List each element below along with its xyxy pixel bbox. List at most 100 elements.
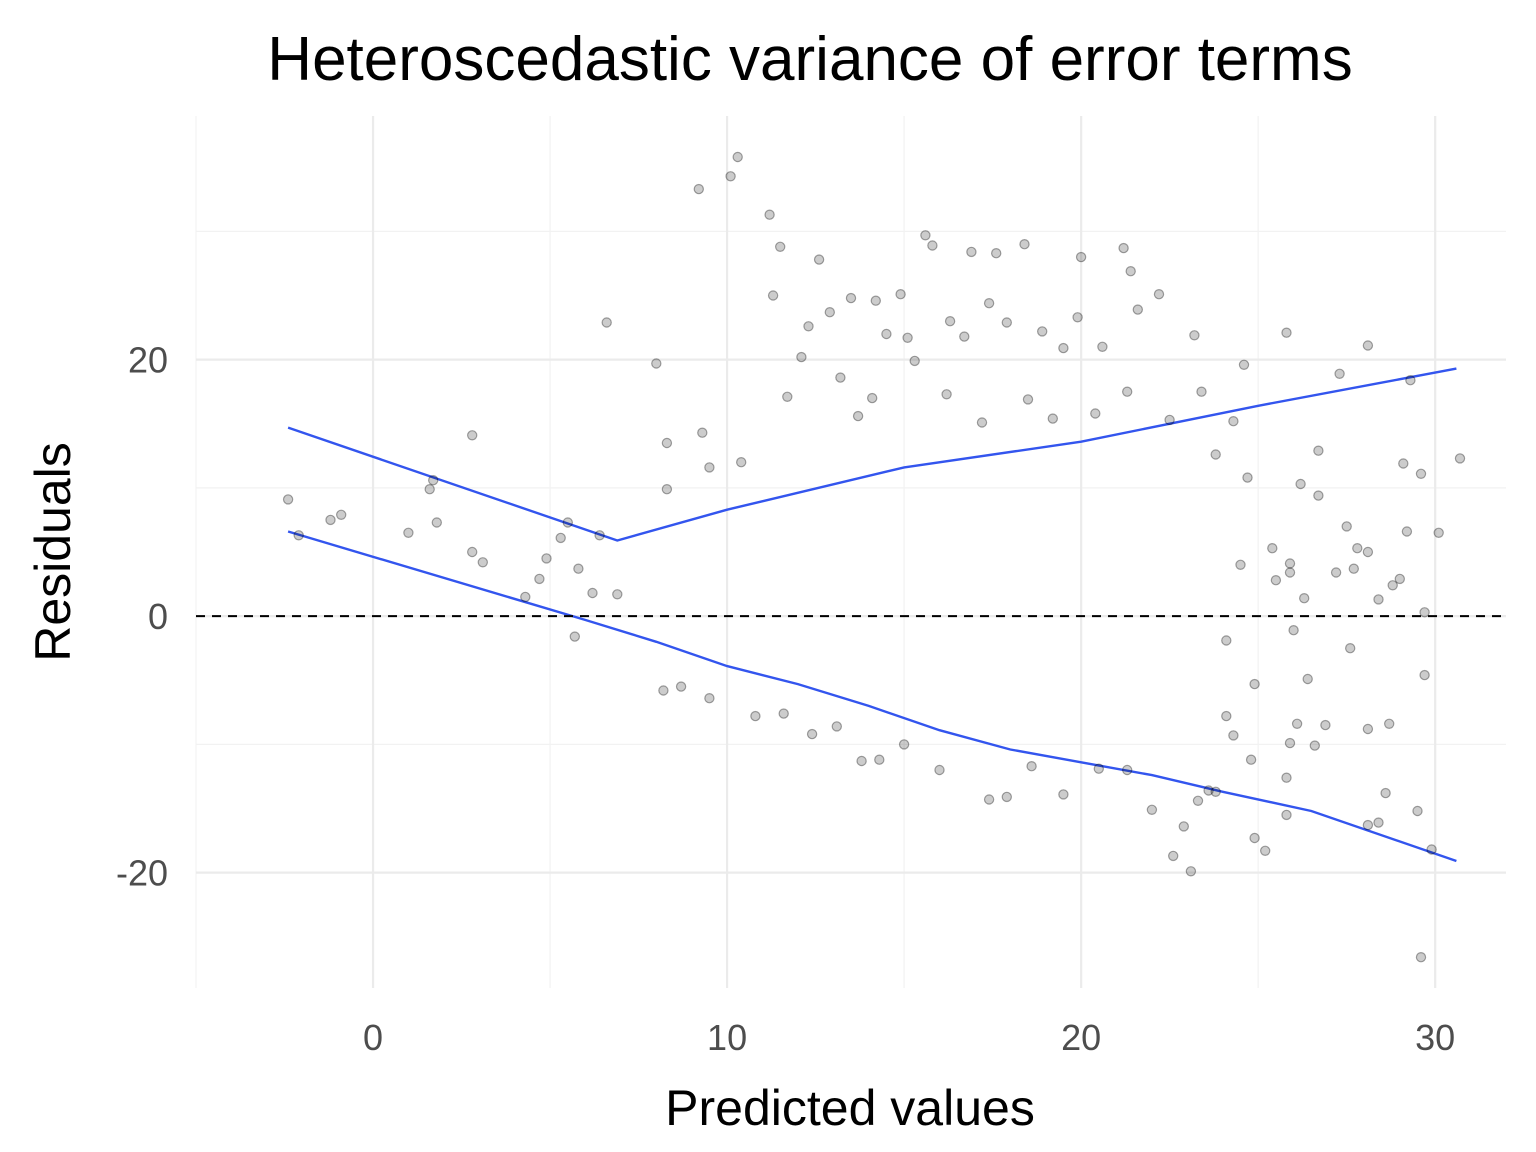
data-point [732, 151, 743, 163]
data-point [1394, 573, 1406, 585]
data-point [1295, 478, 1306, 490]
data-point [944, 316, 956, 327]
data-point [1259, 845, 1271, 857]
x-tick-label: 20 [1061, 1017, 1101, 1058]
data-point [612, 589, 623, 600]
y-tick-label: -20 [116, 853, 168, 894]
data-point [1164, 414, 1175, 426]
data-point [1228, 416, 1239, 427]
data-point [1270, 575, 1282, 586]
data-point [661, 484, 673, 495]
data-point [920, 230, 931, 241]
data-point [541, 553, 552, 564]
data-point [520, 591, 531, 603]
data-point [1309, 740, 1321, 751]
data-point [1415, 952, 1427, 963]
x-tick-label: 0 [363, 1017, 383, 1058]
data-point [895, 289, 906, 300]
data-point [1146, 804, 1158, 816]
x-tick-label: 30 [1415, 1017, 1455, 1058]
data-point [831, 721, 843, 732]
data-point [587, 587, 598, 599]
data-point [1284, 558, 1296, 569]
data-point [902, 332, 913, 343]
data-point [1288, 625, 1299, 636]
data-point [1210, 449, 1221, 460]
data-point [594, 530, 605, 541]
data-point [1313, 445, 1324, 456]
data-point [835, 372, 846, 383]
data-point [1189, 330, 1200, 341]
data-point [1291, 718, 1303, 730]
data-point [1419, 669, 1430, 681]
data-point [1072, 312, 1083, 323]
data-point [1001, 791, 1013, 803]
data-point [282, 494, 294, 505]
y-axis-title: Residuals [25, 442, 81, 662]
data-point [796, 351, 807, 363]
data-point [431, 517, 442, 528]
grid-lines [195, 116, 1506, 988]
data-point [764, 209, 775, 220]
data-point [1320, 719, 1331, 731]
data-point [966, 246, 977, 258]
data-point [1387, 580, 1398, 591]
data-point [704, 693, 715, 704]
data-point [573, 563, 584, 574]
data-point [1093, 763, 1105, 774]
data-point [813, 254, 825, 265]
data-point [1302, 673, 1313, 685]
data-point [658, 685, 669, 696]
data-point [1426, 844, 1437, 855]
data-point [1344, 643, 1356, 654]
data-point [1153, 289, 1165, 300]
data-point [651, 358, 662, 369]
data-point [767, 290, 779, 301]
data-point [1238, 359, 1250, 370]
data-point [941, 389, 952, 400]
data-point [325, 514, 336, 526]
data-point [806, 728, 818, 740]
data-point [803, 321, 814, 332]
x-tick-label: 10 [707, 1017, 747, 1058]
data-point [750, 710, 761, 722]
data-point [782, 391, 793, 402]
data-point [1412, 805, 1423, 817]
data-point [1284, 567, 1296, 578]
data-point [874, 754, 885, 765]
data-point [959, 331, 970, 342]
data-point [983, 298, 995, 309]
data-point [1415, 468, 1427, 479]
data-point [1245, 754, 1257, 765]
upper-band-line [287, 367, 1457, 542]
x-axis-ticks: 0 10 20 30 [363, 1017, 1455, 1058]
data-point [1221, 635, 1232, 646]
data-point [1167, 850, 1179, 862]
data-point [1047, 413, 1059, 424]
data-point [852, 410, 864, 422]
data-point [1401, 526, 1413, 537]
data-point [555, 532, 566, 544]
x-axis-title: Predicted values [665, 1080, 1035, 1136]
data-point [403, 527, 414, 539]
data-point [1121, 764, 1133, 776]
data-point [1058, 342, 1069, 354]
data-point [704, 462, 715, 473]
data-point [870, 295, 882, 306]
data-point [336, 509, 347, 520]
data-point [898, 739, 910, 750]
data-point [1075, 251, 1087, 263]
data-point [1196, 386, 1207, 397]
y-tick-label: 20 [128, 340, 168, 381]
data-point [293, 530, 304, 541]
data-point [1019, 238, 1030, 250]
data-point [1132, 304, 1144, 315]
data-point [428, 475, 439, 486]
data-point [1178, 821, 1190, 832]
data-point [736, 457, 747, 468]
data-point [1330, 567, 1342, 578]
data-point [1235, 559, 1246, 571]
y-axis-ticks: -20 0 20 [116, 340, 168, 894]
data-point [1118, 242, 1129, 254]
